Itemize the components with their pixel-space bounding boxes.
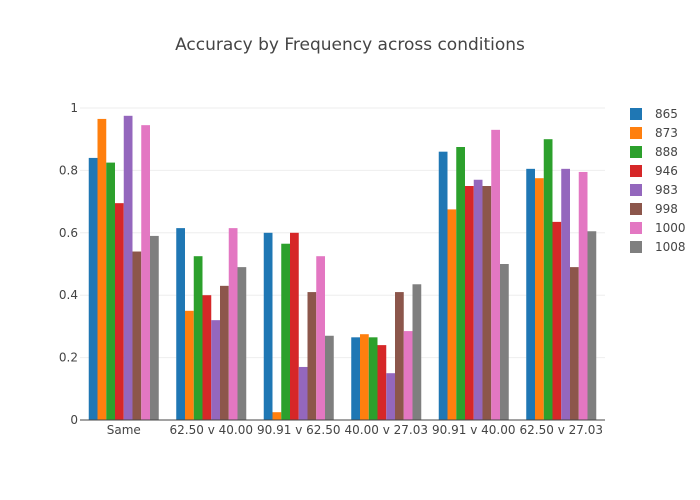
legend-item-1000[interactable]: 1000	[630, 221, 686, 235]
bar-888-0[interactable]	[106, 162, 115, 420]
legend-label: 873	[655, 126, 678, 140]
x-tick-label: 90.91 v 40.00	[432, 423, 515, 437]
bar-983-2[interactable]	[298, 366, 308, 420]
bar-1008-1[interactable]	[237, 267, 247, 420]
x-tick-label: 40.00 v 27.03	[345, 423, 428, 437]
legend-label: 1008	[655, 240, 686, 254]
bar-983-3[interactable]	[386, 373, 395, 420]
bar-873-2[interactable]	[272, 412, 282, 420]
legend-swatch	[630, 146, 642, 158]
x-tick-label: Same	[107, 423, 141, 437]
bar-865-4[interactable]	[438, 151, 448, 420]
legend-label: 1000	[655, 221, 686, 235]
bar-873-5[interactable]	[535, 178, 544, 420]
bar-946-4[interactable]	[465, 186, 474, 420]
legend-label: 865	[655, 107, 678, 121]
bar-1000-5[interactable]	[578, 171, 588, 420]
bar-888-4[interactable]	[456, 147, 465, 420]
y-tick-label: 1	[70, 101, 78, 115]
bar-888-2[interactable]	[281, 243, 290, 420]
bars	[88, 115, 597, 421]
bar-865-2[interactable]	[263, 232, 273, 420]
bar-946-0[interactable]	[115, 203, 124, 420]
legend-swatch	[630, 222, 642, 234]
legend-item-1008[interactable]: 1008	[630, 240, 686, 254]
y-tick-label: 0.2	[59, 351, 78, 365]
bar-946-3[interactable]	[377, 345, 387, 420]
y-tick-label: 0.4	[59, 288, 78, 302]
bar-1008-5[interactable]	[587, 231, 597, 420]
bar-998-5[interactable]	[570, 267, 579, 420]
bar-1008-2[interactable]	[325, 335, 334, 420]
legend-label: 998	[655, 202, 678, 216]
bar-865-0[interactable]	[88, 157, 98, 421]
legend-item-998[interactable]: 998	[630, 202, 678, 216]
legend[interactable]: 865 873 888 946 983 998 1000 1008	[630, 107, 686, 254]
bar-998-0[interactable]	[132, 251, 142, 420]
bar-1000-4[interactable]	[491, 129, 500, 420]
x-tick-label: 62.50 v 27.03	[520, 423, 603, 437]
legend-swatch	[630, 203, 642, 215]
legend-swatch	[630, 108, 642, 120]
bar-1000-1[interactable]	[228, 228, 238, 420]
bar-873-1[interactable]	[185, 310, 194, 420]
bar-1000-2[interactable]	[316, 256, 325, 420]
legend-item-873[interactable]: 873	[630, 126, 678, 140]
x-axis-ticks: Same 62.50 v 40.00 90.91 v 62.50 40.00 v 27…	[107, 423, 603, 437]
x-tick-label: 62.50 v 40.00	[170, 423, 253, 437]
bar-888-5[interactable]	[543, 139, 553, 420]
legend-swatch	[630, 165, 642, 177]
bar-998-2[interactable]	[307, 292, 317, 420]
bar-1008-0[interactable]	[150, 235, 159, 420]
y-tick-label: 0.8	[59, 163, 78, 177]
legend-label: 946	[655, 164, 678, 178]
legend-label: 888	[655, 145, 678, 159]
chart-title: Accuracy by Frequency across conditions	[175, 35, 525, 55]
bar-865-1[interactable]	[176, 228, 185, 420]
bar-998-3[interactable]	[395, 292, 404, 420]
bar-873-4[interactable]	[447, 209, 457, 420]
bar-983-4[interactable]	[473, 179, 483, 420]
legend-item-888[interactable]: 888	[630, 145, 678, 159]
bar-998-1[interactable]	[220, 285, 229, 420]
bar-946-1[interactable]	[202, 295, 212, 420]
bar-873-3[interactable]	[360, 334, 369, 420]
legend-swatch	[630, 127, 642, 139]
y-axis-ticks: 0 0.2 0.4 0.6 0.8 1	[59, 101, 78, 427]
bar-946-5[interactable]	[552, 221, 562, 420]
bar-946-2[interactable]	[290, 232, 299, 420]
bar-983-0[interactable]	[123, 115, 133, 421]
bar-865-3[interactable]	[351, 337, 360, 420]
bar-888-3[interactable]	[368, 337, 378, 420]
bar-1000-0[interactable]	[141, 125, 150, 420]
legend-label: 983	[655, 183, 678, 197]
legend-item-865[interactable]: 865	[630, 107, 678, 121]
x-tick-label: 90.91 v 62.50	[257, 423, 340, 437]
legend-item-946[interactable]: 946	[630, 164, 678, 178]
y-tick-label: 0	[70, 413, 78, 427]
y-tick-label: 0.6	[59, 226, 78, 240]
bar-1000-3[interactable]	[403, 331, 413, 420]
bar-865-5[interactable]	[526, 168, 535, 420]
legend-swatch	[630, 184, 642, 196]
bar-998-4[interactable]	[482, 186, 492, 420]
bar-983-1[interactable]	[211, 320, 220, 420]
bar-888-1[interactable]	[193, 256, 203, 420]
bar-983-5[interactable]	[561, 168, 570, 420]
legend-swatch	[630, 241, 642, 253]
bar-1008-4[interactable]	[500, 264, 509, 420]
bar-1008-3[interactable]	[412, 284, 422, 420]
gridlines	[80, 107, 605, 359]
legend-item-983[interactable]: 983	[630, 183, 678, 197]
bar-873-0[interactable]	[97, 118, 107, 421]
